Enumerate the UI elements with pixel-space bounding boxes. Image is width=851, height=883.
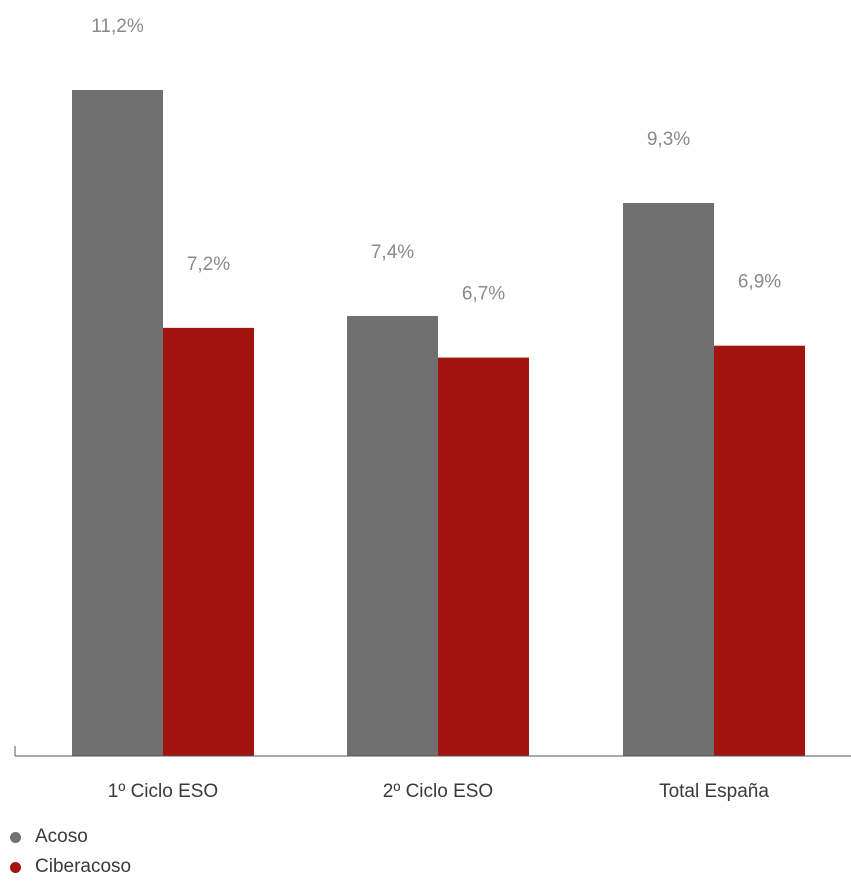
data-label-acoso-total-espana: 9,3% bbox=[647, 129, 690, 150]
data-label-ciberacoso-2-ciclo-eso: 6,7% bbox=[462, 284, 505, 305]
x-tick-label-2-ciclo-eso: 2º Ciclo ESO bbox=[383, 781, 493, 802]
legend-label-acoso: Acoso bbox=[35, 826, 88, 847]
bar-chart: 11,2% 7,2% 7,4% 6,7% 9,3% 6,9% 1º Ciclo ESO 2º… bbox=[14, 16, 851, 802]
data-label-acoso-1-ciclo-eso: 11,2% bbox=[91, 16, 144, 37]
legend-item-ciberacoso: Ciberacoso bbox=[10, 852, 131, 882]
bar-acoso-total-espana bbox=[623, 202, 714, 756]
x-tick-label-total-espana: Total España bbox=[659, 781, 769, 802]
legend-item-acoso: Acoso bbox=[10, 822, 131, 852]
legend-label-ciberacoso: Ciberacoso bbox=[35, 856, 132, 877]
value-labels-layer: 11,2% 7,2% 7,4% 6,7% 9,3% 6,9% bbox=[91, 16, 781, 305]
bar-acoso-1-ciclo-eso bbox=[72, 90, 163, 756]
data-label-acoso-2-ciclo-eso: 7,4% bbox=[371, 242, 414, 263]
data-label-ciberacoso-1-ciclo-eso: 7,2% bbox=[187, 254, 230, 275]
bars-layer bbox=[72, 90, 805, 756]
data-label-ciberacoso-total-espana: 6,9% bbox=[738, 272, 781, 293]
bar-ciberacoso-1-ciclo-eso bbox=[163, 327, 254, 756]
legend-marker-acoso bbox=[10, 831, 21, 843]
x-tick-label-1-ciclo-eso: 1º Ciclo ESO bbox=[108, 781, 218, 802]
bar-ciberacoso-total-espana bbox=[714, 345, 805, 756]
legend-marker-ciberacoso bbox=[10, 861, 21, 873]
category-labels-layer: 1º Ciclo ESO 2º Ciclo ESO Total España bbox=[108, 781, 770, 802]
bar-ciberacoso-2-ciclo-eso bbox=[438, 357, 529, 756]
bar-acoso-2-ciclo-eso bbox=[347, 315, 438, 756]
legend: Acoso Ciberacoso bbox=[10, 822, 131, 882]
